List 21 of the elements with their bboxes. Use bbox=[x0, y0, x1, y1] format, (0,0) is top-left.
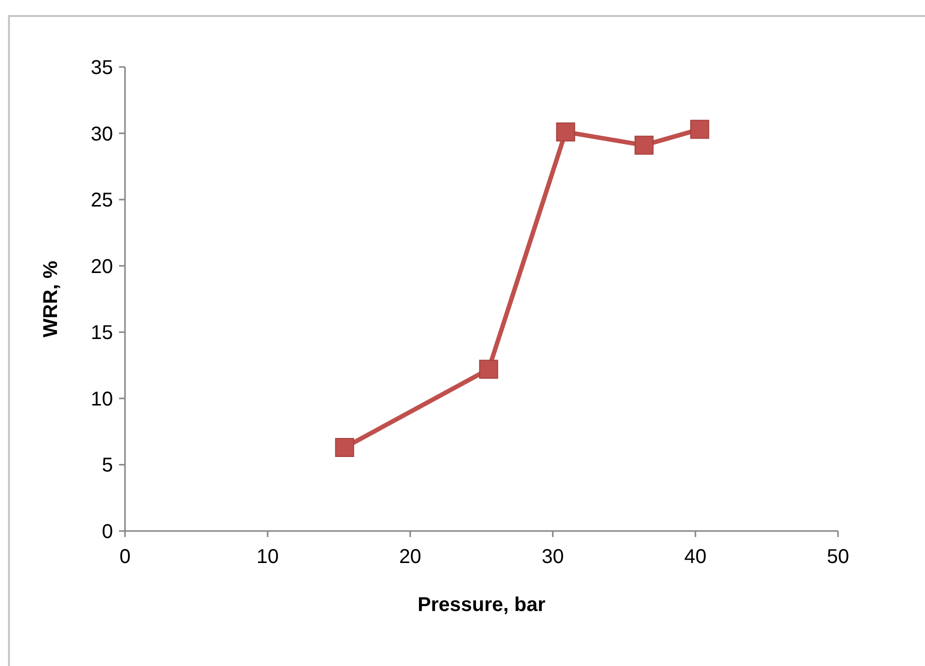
point bbox=[479, 360, 498, 379]
y-tick-label: 20 bbox=[90, 256, 113, 278]
y-tick-label: 15 bbox=[90, 322, 113, 344]
y-tick-label: 35 bbox=[90, 57, 113, 79]
point bbox=[335, 438, 354, 457]
x-tick-label: 0 bbox=[119, 546, 131, 568]
y-tick-label: 25 bbox=[90, 190, 113, 212]
y-tick-label: 30 bbox=[90, 123, 113, 146]
x-axis-title: Pressure, bar bbox=[418, 594, 546, 616]
x-tick-label: 20 bbox=[399, 546, 422, 568]
point bbox=[556, 122, 576, 142]
y-tick-label: 5 bbox=[102, 454, 113, 477]
y-tick-label: 0 bbox=[102, 521, 113, 543]
x-tick-label: 30 bbox=[542, 546, 564, 568]
x-tick-label: 40 bbox=[684, 546, 707, 568]
x-tick-label: 50 bbox=[826, 546, 850, 568]
point bbox=[634, 136, 654, 155]
x-tick-label: 10 bbox=[256, 546, 279, 568]
y-axis-title: WRR, % bbox=[40, 260, 62, 338]
y-tick-label: 10 bbox=[90, 388, 113, 410]
point bbox=[690, 120, 710, 139]
